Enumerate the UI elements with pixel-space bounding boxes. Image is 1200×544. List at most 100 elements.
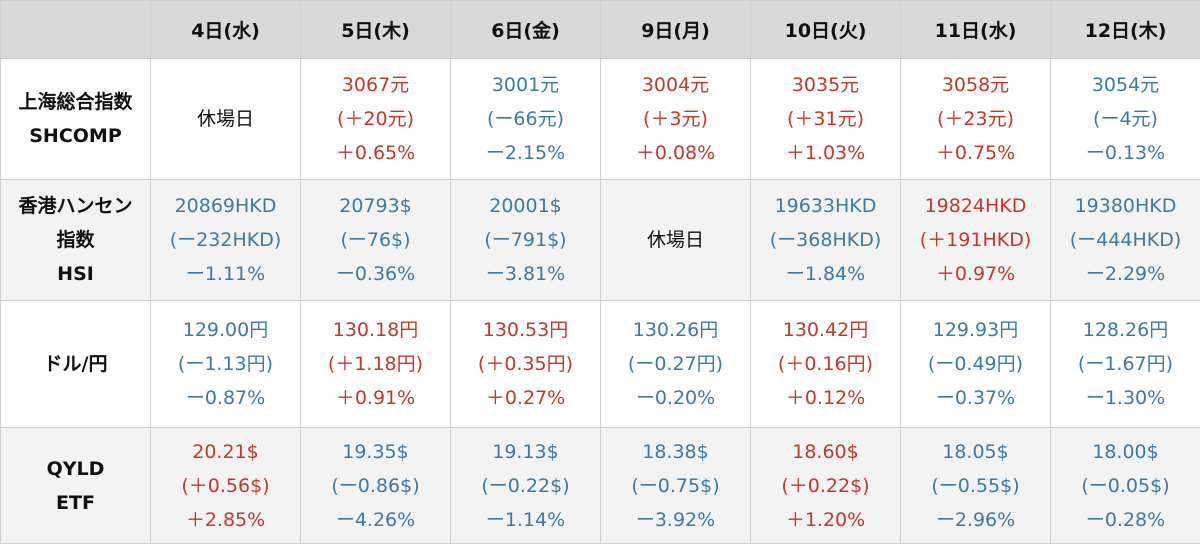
value-cell: 19633HKD(ー368HKD)ー1.84% bbox=[751, 180, 901, 301]
percent-change: ー2.96% bbox=[901, 503, 1050, 537]
value-cell: 18.05$(ー0.55$)ー2.96% bbox=[901, 428, 1051, 544]
percent-change: ー3.92% bbox=[601, 503, 750, 537]
row-label-line: ETF bbox=[1, 486, 150, 520]
price-value: 18.60$ bbox=[751, 435, 900, 469]
market-closed-cell: 休場日 bbox=[601, 180, 751, 301]
percent-change: ＋0.91% bbox=[301, 381, 450, 415]
percent-change: ー0.87% bbox=[151, 381, 300, 415]
percent-change: ＋2.85% bbox=[151, 503, 300, 537]
change-value: (ー76$) bbox=[301, 223, 450, 257]
percent-change: ー0.13% bbox=[1051, 136, 1200, 170]
percent-change: ー1.84% bbox=[751, 257, 900, 291]
value-cell: 130.53円(＋0.35円)＋0.27% bbox=[451, 301, 601, 428]
price-value: 20869HKD bbox=[151, 189, 300, 223]
change-value: (＋191HKD) bbox=[901, 223, 1050, 257]
price-value: 3058元 bbox=[901, 68, 1050, 102]
change-value: (＋0.56$) bbox=[151, 469, 300, 503]
percent-change: ー4.26% bbox=[301, 503, 450, 537]
value-cell: 129.00円(ー1.13円)ー0.87% bbox=[151, 301, 301, 428]
value-cell: 129.93円(ー0.49円)ー0.37% bbox=[901, 301, 1051, 428]
closed-label: 休場日 bbox=[151, 102, 300, 136]
value-cell: 20869HKD(ー232HKD)ー1.11% bbox=[151, 180, 301, 301]
change-value: (ー368HKD) bbox=[751, 223, 900, 257]
change-value: (ー1.67円) bbox=[1051, 347, 1200, 381]
value-cell: 18.38$(ー0.75$)ー3.92% bbox=[601, 428, 751, 544]
date-header-cell: 10日(火) bbox=[751, 1, 901, 59]
price-value: 19.35$ bbox=[301, 435, 450, 469]
value-cell: 19.35$(ー0.86$)ー4.26% bbox=[301, 428, 451, 544]
change-value: (ー0.22$) bbox=[451, 469, 600, 503]
percent-change: ー0.37% bbox=[901, 381, 1050, 415]
value-cell: 128.26円(ー1.67円)ー1.30% bbox=[1051, 301, 1200, 428]
change-value: (ー0.05$) bbox=[1051, 469, 1200, 503]
change-value: (ー791$) bbox=[451, 223, 600, 257]
percent-change: ＋1.03% bbox=[751, 136, 900, 170]
price-value: 3067元 bbox=[301, 68, 450, 102]
change-value: (ー4元) bbox=[1051, 102, 1200, 136]
value-cell: 19380HKD(ー444HKD)ー2.29% bbox=[1051, 180, 1200, 301]
value-cell: 20.21$(＋0.56$)＋2.85% bbox=[151, 428, 301, 544]
percent-change: ー3.81% bbox=[451, 257, 600, 291]
percent-change: ー2.29% bbox=[1051, 257, 1200, 291]
price-value: 3001元 bbox=[451, 68, 600, 102]
row-label-line: HSI bbox=[1, 257, 150, 291]
market-closed-cell: 休場日 bbox=[151, 59, 301, 180]
price-value: 20.21$ bbox=[151, 435, 300, 469]
change-value: (ー1.13円) bbox=[151, 347, 300, 381]
row-label-line: SHCOMP bbox=[1, 119, 150, 153]
percent-change: ー0.36% bbox=[301, 257, 450, 291]
change-value: (ー0.86$) bbox=[301, 469, 450, 503]
row-label-line: 指数 bbox=[1, 223, 150, 257]
change-value: (ー0.55$) bbox=[901, 469, 1050, 503]
corner-header-cell bbox=[1, 1, 151, 59]
change-value: (＋1.18円) bbox=[301, 347, 450, 381]
price-value: 129.93円 bbox=[901, 313, 1050, 347]
row-label-line: 香港ハンセン bbox=[1, 189, 150, 223]
price-value: 19.13$ bbox=[451, 435, 600, 469]
percent-change: ＋0.12% bbox=[751, 381, 900, 415]
change-value: (ー444HKD) bbox=[1051, 223, 1200, 257]
row-label-line: ドル/円 bbox=[1, 347, 150, 381]
date-header-cell: 11日(水) bbox=[901, 1, 1051, 59]
price-value: 3054元 bbox=[1051, 68, 1200, 102]
row-label-line: 上海総合指数 bbox=[1, 85, 150, 119]
header-row: 4日(水) 5日(木) 6日(金) 9日(月) 10日(火) 11日(水) 12… bbox=[1, 1, 1200, 59]
change-value: (＋20元) bbox=[301, 102, 450, 136]
value-cell: 3058元(＋23元)＋0.75% bbox=[901, 59, 1051, 180]
date-header-cell: 9日(月) bbox=[601, 1, 751, 59]
price-value: 19633HKD bbox=[751, 189, 900, 223]
percent-change: ー1.30% bbox=[1051, 381, 1200, 415]
price-value: 3035元 bbox=[751, 68, 900, 102]
price-value: 20793$ bbox=[301, 189, 450, 223]
change-value: (＋0.35円) bbox=[451, 347, 600, 381]
price-value: 19824HKD bbox=[901, 189, 1050, 223]
value-cell: 3035元(＋31元)＋1.03% bbox=[751, 59, 901, 180]
date-header-cell: 6日(金) bbox=[451, 1, 601, 59]
value-cell: 130.42円(＋0.16円)＋0.12% bbox=[751, 301, 901, 428]
change-value: (ー66元) bbox=[451, 102, 600, 136]
value-cell: 18.60$(＋0.22$)＋1.20% bbox=[751, 428, 901, 544]
change-value: (＋31元) bbox=[751, 102, 900, 136]
change-value: (ー0.75$) bbox=[601, 469, 750, 503]
change-value: (＋23元) bbox=[901, 102, 1050, 136]
value-cell: 130.18円(＋1.18円)＋0.91% bbox=[301, 301, 451, 428]
change-value: (ー232HKD) bbox=[151, 223, 300, 257]
percent-change: ー0.20% bbox=[601, 381, 750, 415]
price-value: 128.26円 bbox=[1051, 313, 1200, 347]
row-label-cell: ドル/円 bbox=[1, 301, 151, 428]
value-cell: 130.26円(ー0.27円)ー0.20% bbox=[601, 301, 751, 428]
price-value: 130.42円 bbox=[751, 313, 900, 347]
change-value: (ー0.49円) bbox=[901, 347, 1050, 381]
change-value: (＋3元) bbox=[601, 102, 750, 136]
price-value: 18.05$ bbox=[901, 435, 1050, 469]
price-value: 130.18円 bbox=[301, 313, 450, 347]
value-cell: 3067元(＋20元)＋0.65% bbox=[301, 59, 451, 180]
